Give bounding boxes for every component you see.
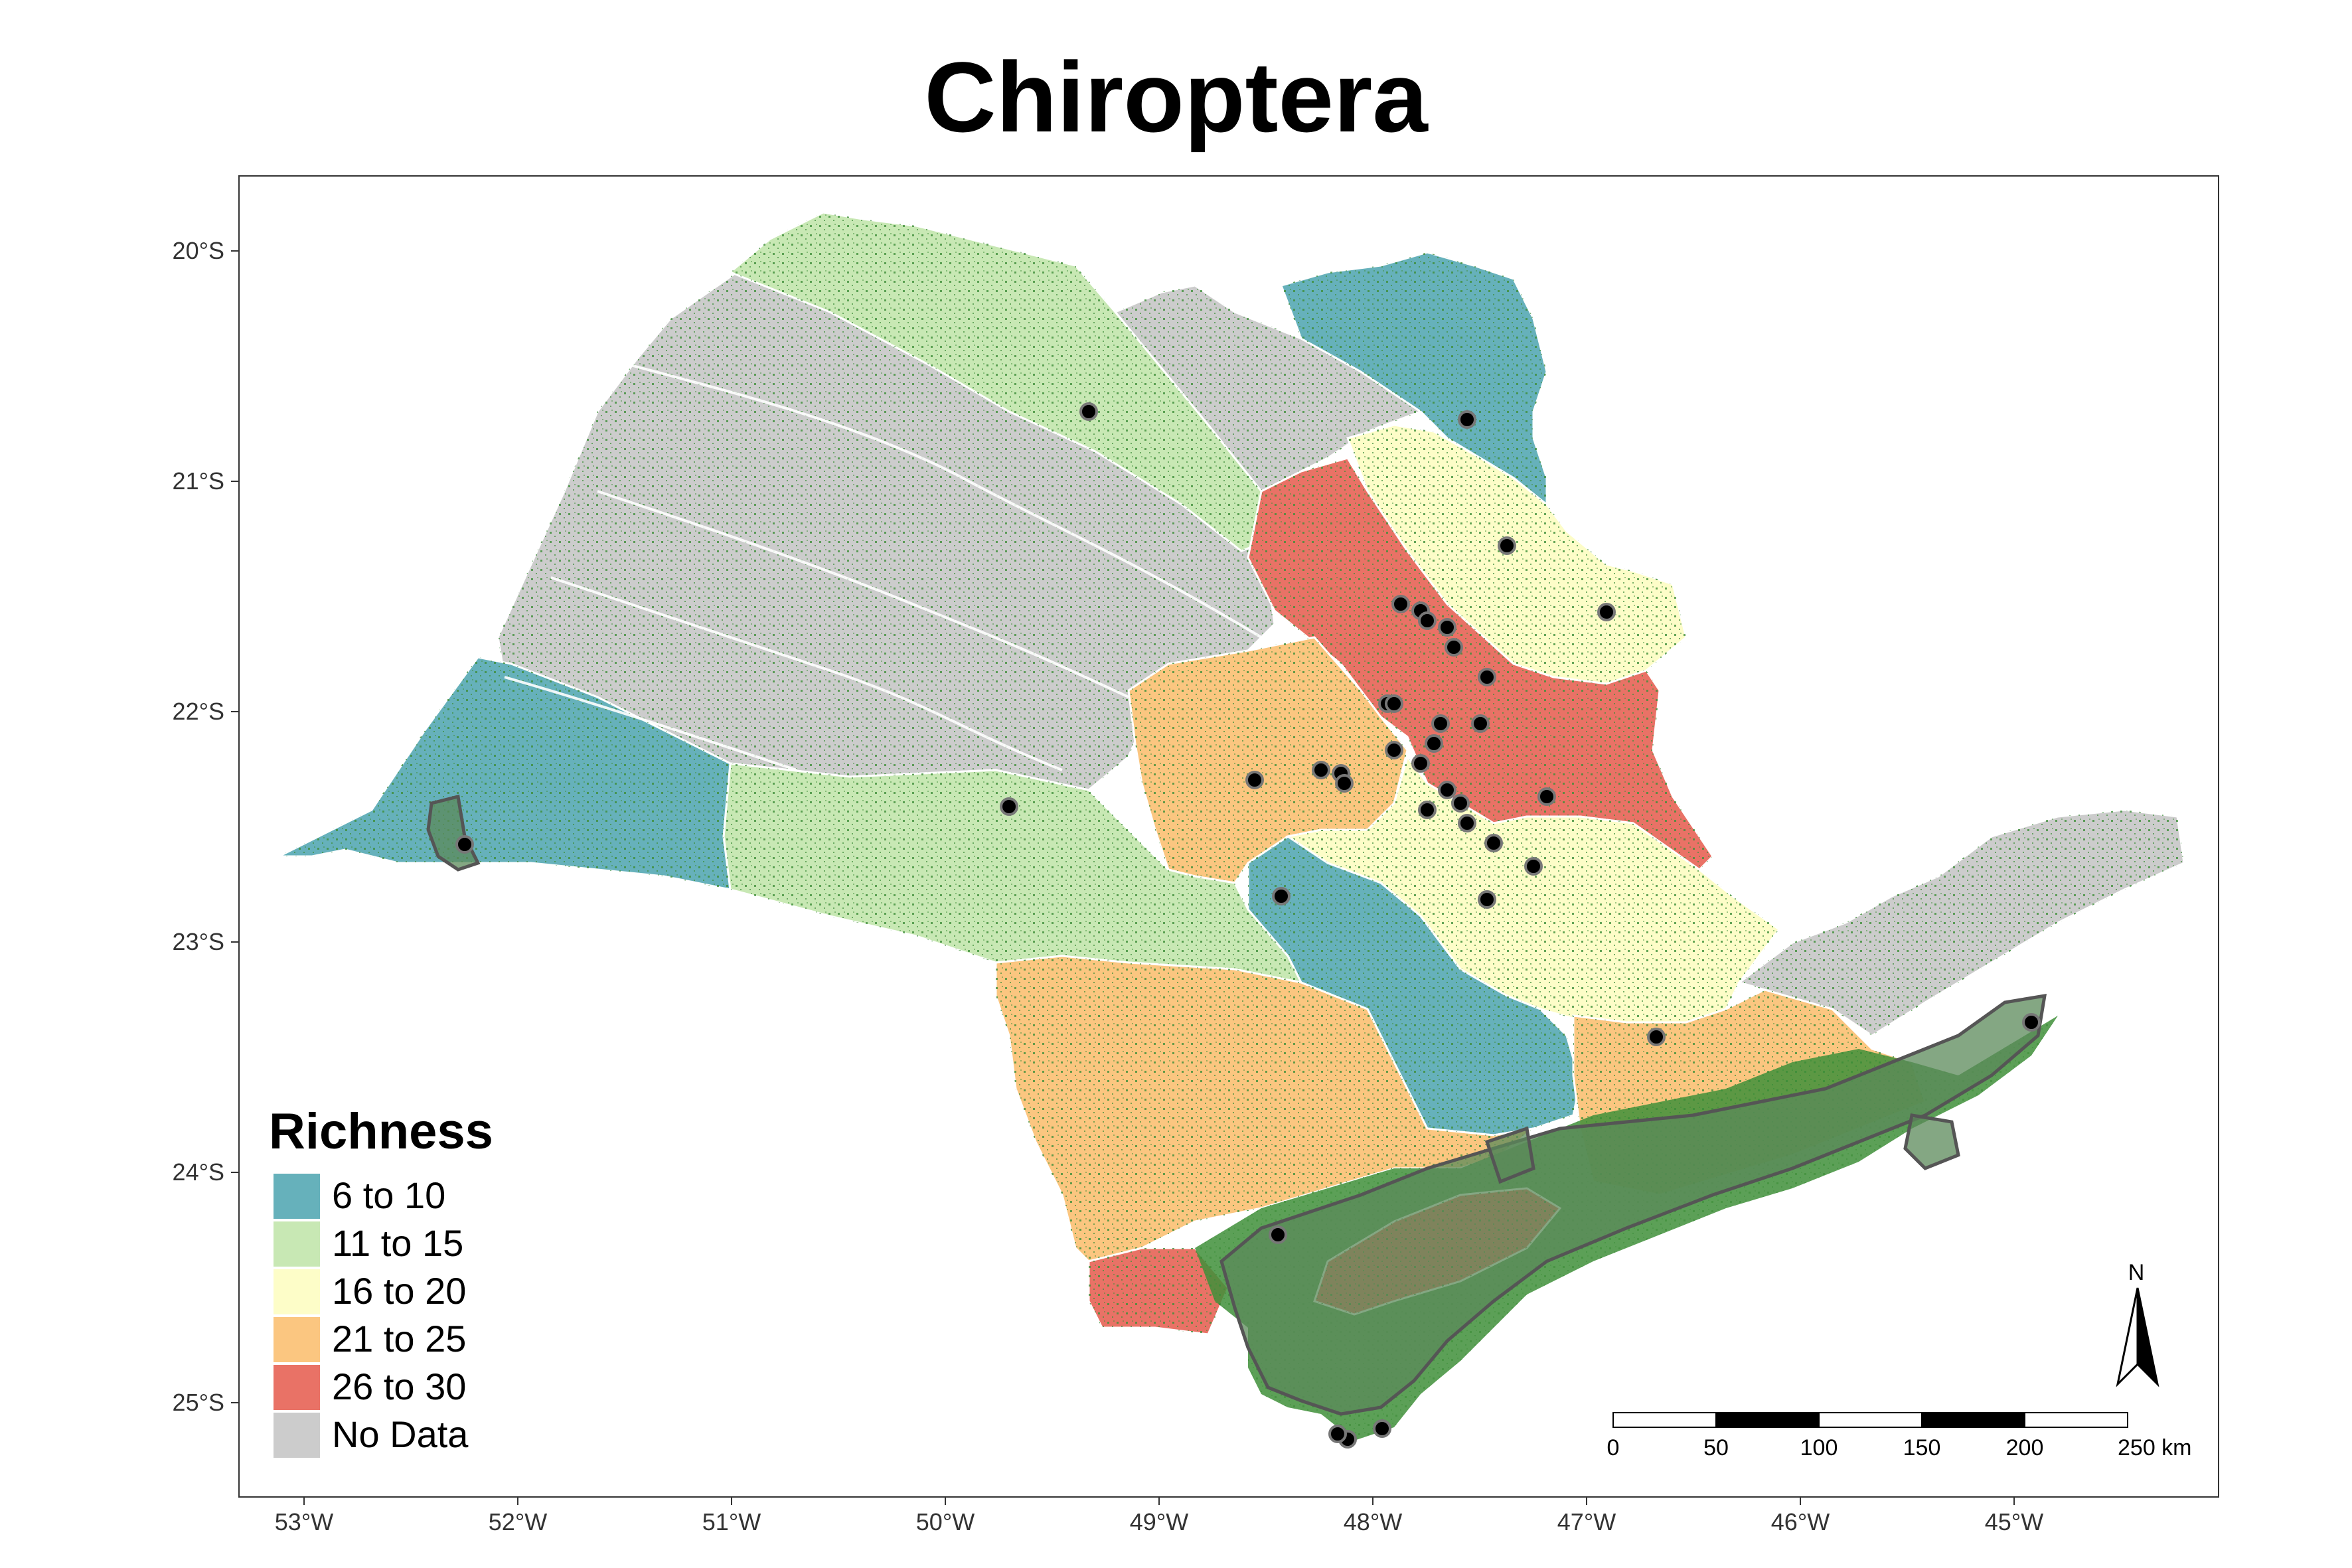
sample-point [1269,1225,1287,1244]
map-title: Chiroptera [924,41,1428,153]
legend-label: 26 to 30 [332,1366,466,1407]
sample-point [1438,781,1456,799]
sample-point [1458,814,1476,832]
north-label: N [2128,1260,2145,1285]
y-tick-label: 23°S [173,928,224,955]
vegetation-overlay [996,956,1533,1261]
protected-areas [426,794,2047,1416]
vegetation-overlay [730,212,1275,551]
sample-point [1451,794,1470,813]
legend-swatch [274,1365,320,1410]
sample-point [1478,890,1496,909]
sample-point [1245,771,1264,789]
sample-point [1000,797,1018,816]
legend-label: 6 to 10 [332,1174,445,1216]
sample-point [1411,754,1430,773]
vegetation-overlay [279,657,730,890]
x-axis: 53°W 52°W 51°W 50°W 49°W 48°W 47°W 46°W 45°W [275,1497,2043,1535]
legend-label: 21 to 25 [332,1318,466,1360]
protected-area [1484,1126,1535,1184]
sample-point [1597,603,1616,621]
sample-point [1438,618,1456,637]
y-tick-label: 22°S [173,698,224,725]
legend-title: Richness [269,1103,493,1160]
north-arrow-icon: N [2116,1260,2159,1387]
legend-label: No Data [332,1413,469,1455]
vegetation-overlay [1115,285,1421,491]
y-tick-label: 21°S [173,467,224,495]
sample-point [1524,857,1543,876]
vegetation-overlay [1089,1248,1228,1334]
y-tick-label: 25°S [173,1389,224,1416]
legend-swatch [274,1413,320,1458]
sample-point [1484,834,1503,852]
scale-label-250: 250 km [2118,1435,2192,1460]
sample-point [1328,1425,1347,1443]
sample-point [1478,668,1496,686]
x-tick-label: 53°W [275,1508,333,1535]
scale-label-200: 200 [2006,1435,2044,1460]
scale-label-150: 150 [1903,1435,1941,1460]
scale-label-0: 0 [1607,1435,1620,1460]
y-tick-label: 20°S [173,237,224,264]
sample-point [1498,536,1516,555]
sample-point [1458,410,1476,429]
x-tick-label: 52°W [489,1508,547,1535]
sample-point [1647,1028,1666,1046]
x-tick-label: 45°W [1985,1508,2043,1535]
sample-point [1079,402,1098,421]
legend-swatch [274,1269,320,1314]
sample-point [1373,1419,1391,1438]
scale-label-50: 50 [1703,1435,1729,1460]
protected-area [1903,1113,1960,1170]
sample-point [1471,714,1490,733]
sample-point [455,835,474,854]
sample-point [1418,611,1437,630]
scale-label-100: 100 [1800,1435,1838,1460]
x-tick-label: 51°W [702,1508,761,1535]
x-tick-label: 49°W [1130,1508,1188,1535]
vegetation-overlay [1288,757,1779,1022]
vegetation-overlay [1248,458,1713,870]
sample-point [1312,761,1330,779]
vegetation-overlay [1739,810,2184,1036]
sample-point [1431,714,1450,733]
sample-point [1445,638,1463,657]
sample-point [1418,801,1437,819]
x-tick-label: 46°W [1771,1508,1830,1535]
sample-point [1385,741,1403,759]
legend-label: 11 to 15 [332,1222,463,1264]
sample-point [1425,734,1443,753]
rivers [504,364,1263,771]
scale-bar: 0 50 100 150 200 250 km [1607,1412,2192,1460]
sample-point [1272,887,1291,905]
x-tick-label: 50°W [916,1508,975,1535]
vegetation-overlay [1281,252,1547,505]
x-tick-label: 47°W [1557,1508,1616,1535]
sample-point [1391,595,1410,613]
legend-swatch [274,1174,320,1219]
sample-point [2022,1013,2041,1032]
x-tick-label: 48°W [1344,1508,1402,1535]
legend: Richness 6 to 10 11 to 15 16 to 20 21 to 25… [269,1103,493,1458]
sample-points [455,402,2041,1449]
vegetation-overlay [1129,637,1407,883]
sample-point [1537,787,1556,806]
legend-label: 16 to 20 [332,1270,466,1312]
legend-swatch [274,1317,320,1362]
sample-point [1335,774,1354,793]
legend-swatch [274,1221,320,1267]
vegetation-overlay [1248,836,1580,1135]
y-tick-label: 24°S [173,1158,224,1186]
y-axis: 20°S 21°S 22°S 23°S 24°S 25°S [173,237,239,1416]
sample-point [1385,694,1403,713]
vegetation-overlay [724,763,1301,982]
